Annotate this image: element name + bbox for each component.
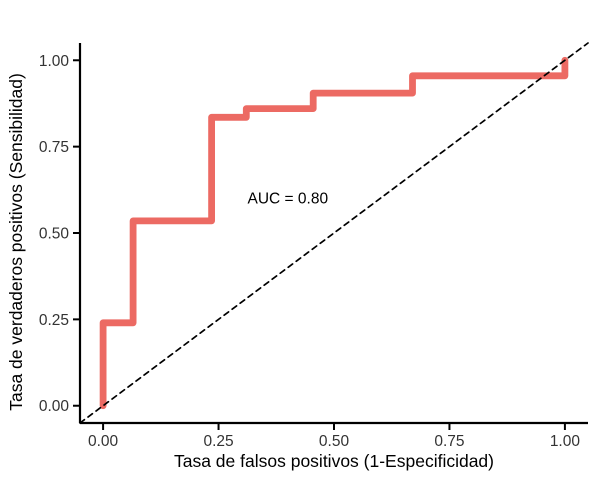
x-tick-label: 0.75 (434, 433, 464, 450)
auc-annotation: AUC = 0.80 (248, 191, 329, 208)
y-tick-label: 0.00 (39, 398, 70, 415)
y-tick-label: 0.50 (39, 226, 70, 243)
series-layer (79, 42, 589, 424)
y-axis-title: Tasa de verdaderos positivos (Sensibilid… (6, 73, 26, 411)
x-axis-title: Tasa de falsos positivos (1-Especificida… (174, 451, 494, 471)
x-tick-label: 1.00 (550, 433, 581, 450)
y-tick-label: 0.75 (39, 139, 69, 156)
chance-diagonal-path (79, 42, 589, 424)
x-tick-label: 0.00 (88, 433, 119, 450)
x-tick-label: 0.25 (203, 433, 233, 450)
y-tick-label: 0.25 (39, 312, 69, 329)
axes-layer: 0.00 0.25 0.50 0.75 1.00 0.00 0.25 0.50 0.75 1.00 (39, 43, 588, 450)
y-tick-label: 1.00 (39, 53, 70, 70)
x-tick-label: 0.50 (319, 433, 350, 450)
roc-curve-path (99, 56, 569, 410)
